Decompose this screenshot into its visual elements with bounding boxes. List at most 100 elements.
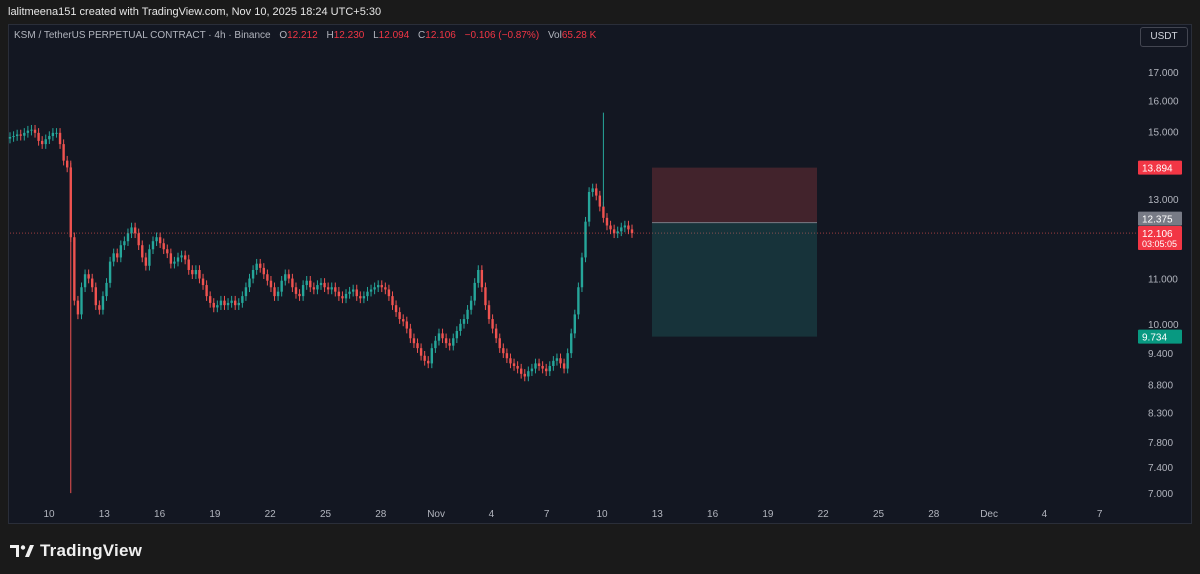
candle-body <box>98 305 101 310</box>
candle-body <box>191 269 194 275</box>
currency-button[interactable]: USDT <box>1140 27 1188 47</box>
candle-body <box>155 237 158 242</box>
candle-body <box>230 300 233 303</box>
candle-body <box>198 269 201 279</box>
y-tick-label-1: 16.000 <box>1148 97 1179 108</box>
change-value: −0.106 (−0.87%) <box>464 30 540 41</box>
target-price-label: 9.734 <box>1142 333 1167 344</box>
entry-price-label: 12.375 <box>1142 215 1173 226</box>
candle-body <box>469 300 473 310</box>
candle-body <box>44 139 47 145</box>
stop-price-label-bg <box>1138 160 1182 175</box>
candle-body <box>301 285 305 297</box>
candle-body <box>527 371 530 377</box>
candle-body <box>176 257 180 262</box>
tradingview-logo-icon <box>10 545 34 557</box>
candle-body <box>19 134 22 136</box>
candle-body <box>355 289 358 297</box>
candle-body <box>584 221 587 258</box>
chart-frame[interactable] <box>8 24 1192 524</box>
candle-body <box>126 233 130 242</box>
candle-body <box>23 132 26 136</box>
candle-body <box>509 358 512 364</box>
candle-body <box>173 261 176 264</box>
candle-body <box>566 353 569 369</box>
candle-body <box>409 328 412 339</box>
candle-body <box>309 280 312 288</box>
top-bar: lalitmeena151 created with TradingView.c… <box>0 0 1200 24</box>
y-tick-label-7: 8.800 <box>1148 381 1173 392</box>
candle-body <box>112 253 115 262</box>
candle-body <box>434 340 437 349</box>
candle-body <box>133 227 137 234</box>
x-tick-label-10: 10 <box>596 509 608 520</box>
candle-body <box>273 287 276 297</box>
y-tick-label-6: 9.400 <box>1148 349 1173 360</box>
candle-body <box>376 285 380 288</box>
candle-body <box>505 353 509 359</box>
candle-body <box>83 274 87 288</box>
candle-body <box>319 282 323 286</box>
candle-body <box>87 274 90 279</box>
candle-body <box>534 363 537 369</box>
x-tick-label-8: 4 <box>489 509 495 520</box>
candle-body <box>105 282 108 297</box>
candle-body <box>459 323 462 331</box>
candle-body <box>548 365 551 372</box>
candle-body <box>405 321 408 329</box>
candle-body <box>76 300 80 315</box>
candle-body <box>201 278 205 286</box>
candle-body <box>276 291 280 297</box>
take-profit-zone[interactable] <box>652 222 817 337</box>
candle-body <box>373 287 376 290</box>
candle-body <box>119 245 123 258</box>
candle-body <box>427 360 430 364</box>
x-tick-label-3: 19 <box>209 509 221 520</box>
candle-body <box>448 343 451 346</box>
candle-body <box>480 269 484 288</box>
candle-body <box>30 129 33 131</box>
candle-body <box>523 373 526 377</box>
candle-body <box>473 282 476 301</box>
candle-body <box>148 249 151 266</box>
candle-body <box>587 191 591 222</box>
candle-body <box>180 255 183 258</box>
x-tick-label-12: 16 <box>707 509 719 520</box>
candle-body <box>26 130 30 133</box>
candle-body <box>212 302 215 308</box>
volume-value: 65.28 K <box>561 30 597 41</box>
candle-body <box>205 285 208 297</box>
candle-body <box>323 282 326 288</box>
candle-body <box>602 206 605 218</box>
candle-body <box>341 296 344 299</box>
candle-body <box>444 338 448 344</box>
x-tick-label-17: Dec <box>980 509 998 520</box>
candle-body <box>251 269 255 279</box>
candle-body <box>627 225 630 230</box>
x-tick-label-16: 28 <box>928 509 940 520</box>
candle-body <box>51 132 55 137</box>
candle-body <box>294 287 298 294</box>
candle-body <box>166 249 169 254</box>
candle-body <box>491 319 494 329</box>
stop-price-label: 13.894 <box>1142 164 1173 175</box>
candle-body <box>487 305 491 320</box>
candle-body <box>305 280 308 286</box>
close-label: C <box>418 30 426 41</box>
symbol-title: KSM / TetherUS PERPETUAL CONTRACT · 4h ·… <box>14 30 271 41</box>
stop-loss-zone[interactable] <box>652 167 817 223</box>
candle-body <box>562 363 566 369</box>
x-tick-label-2: 16 <box>154 509 166 520</box>
candle-body <box>255 263 258 270</box>
candle-body <box>605 217 609 226</box>
candle-body <box>219 300 223 306</box>
candle-body <box>101 296 105 310</box>
candle-body <box>226 302 230 306</box>
candle-body <box>187 259 190 270</box>
target-price-label-bg <box>1138 329 1182 344</box>
candle-body <box>412 338 416 344</box>
candle-body <box>466 309 469 320</box>
candle-body <box>437 333 441 341</box>
y-tick-label-10: 7.400 <box>1148 463 1173 474</box>
